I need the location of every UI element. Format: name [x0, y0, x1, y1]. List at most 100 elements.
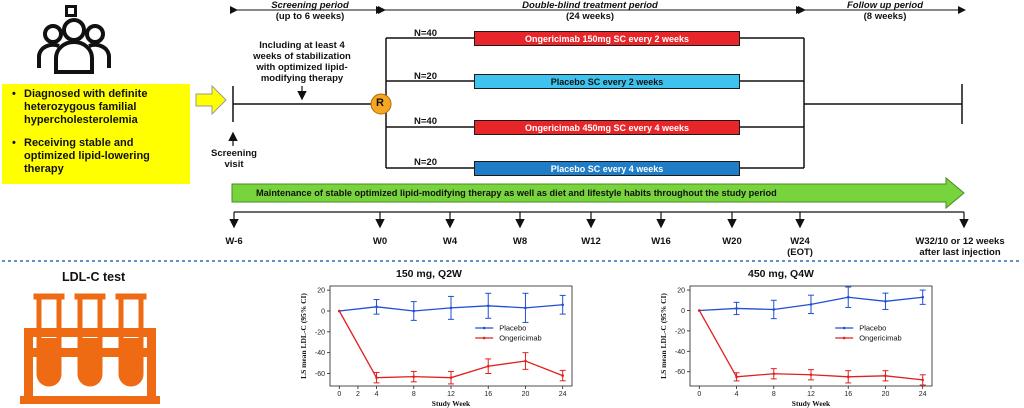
- x-tick-label: 0: [697, 391, 701, 398]
- screening-period-label: Screening period (up to 6 weeks): [271, 0, 349, 22]
- data-point: [561, 374, 564, 377]
- data-point: [809, 303, 813, 306]
- arm-n: N=40: [414, 28, 437, 39]
- y-tick-label: -60: [315, 371, 325, 378]
- study-design-diagram: [2, 6, 1022, 262]
- y-tick-label: -40: [675, 349, 685, 356]
- treatment-period-label: Double-blind treatment period (24 weeks): [522, 0, 658, 22]
- data-point: [735, 375, 738, 379]
- timeline-label: W8: [512, 236, 528, 247]
- timeline-label: W24 (EOT): [787, 236, 813, 258]
- y-axis-label: LS mean LDL-C (95% CI): [659, 293, 668, 379]
- x-axis-label: Study Week: [432, 399, 471, 408]
- x-tick-label: 4: [735, 391, 739, 398]
- arm-n: N=20: [414, 71, 437, 82]
- maintenance-text: Maintenance of stable optimized lipid-mo…: [256, 188, 777, 198]
- legend-label: Ongericimab: [859, 334, 902, 343]
- data-point: [524, 306, 527, 310]
- x-tick-label: 12: [807, 391, 815, 398]
- inclusion-criteria-box: • Diagnosed with definite heterozygous fa…: [2, 84, 190, 184]
- x-tick-label: 4: [375, 391, 379, 398]
- data-point: [524, 359, 527, 363]
- randomization-label: R: [376, 97, 384, 109]
- x-axis-label: Study Week: [792, 399, 831, 408]
- timeline-label: W0: [372, 236, 388, 247]
- x-tick-label: 2: [356, 391, 360, 398]
- timeline-label: W32/10 or 12 weeks after last injection: [915, 236, 1005, 258]
- data-point: [846, 375, 850, 379]
- chart-title: 150 mg, Q2W: [396, 268, 462, 280]
- arm-placebo-q2w: Placebo SC every 2 weeks: [474, 74, 740, 89]
- timeline-label: W-6: [225, 236, 243, 247]
- timeline-label: W4: [442, 236, 458, 247]
- legend-marker: [842, 326, 846, 330]
- x-tick-label: 12: [447, 391, 455, 398]
- y-axis-label: LS mean LDL-C (95% CI): [299, 293, 308, 379]
- data-point: [735, 307, 738, 310]
- ldl-chart-450mg: 20 0 -20 -40 -60 0 4 8 12 16 20 24 Study Week LS mean…: [659, 285, 933, 408]
- data-point: [375, 376, 378, 379]
- patients-icon: [37, 5, 111, 74]
- x-tick-label: 8: [412, 391, 416, 398]
- x-tick-label: 0: [337, 391, 341, 398]
- legend-label: Placebo: [859, 324, 886, 333]
- chart-title: 450 mg, Q4W: [748, 268, 814, 280]
- legend-marker: [482, 326, 486, 330]
- followup-period-label: Follow up period (8 weeks): [847, 0, 923, 22]
- arm-n: N=40: [414, 116, 437, 127]
- legend-marker: [842, 336, 846, 340]
- inclusion-item: • Diagnosed with definite heterozygous fa…: [12, 88, 148, 126]
- data-point: [412, 309, 416, 313]
- data-point: [772, 372, 776, 376]
- data-point: [846, 295, 850, 299]
- arm-ongericimab-450: Ongericimab 450mg SC every 4 weeks: [474, 120, 740, 135]
- x-tick-label: 16: [844, 391, 852, 398]
- stabilization-note: Including at least 4 weeks of stabilizati…: [253, 40, 351, 84]
- data-point: [338, 309, 341, 313]
- y-tick-label: -20: [315, 329, 325, 336]
- data-point: [698, 309, 701, 312]
- inclusion-item: • Receiving stable and optimized lipid-lo…: [12, 137, 150, 175]
- data-point: [884, 374, 887, 378]
- data-point: [449, 306, 453, 310]
- data-point: [772, 308, 776, 311]
- data-point: [449, 376, 453, 379]
- data-point: [921, 378, 924, 382]
- legend-marker: [482, 336, 486, 340]
- legend-label: Ongericimab: [499, 334, 542, 343]
- legend-label: Placebo: [499, 324, 526, 333]
- data-point: [809, 373, 813, 377]
- data-point: [884, 300, 887, 303]
- y-tick-label: 0: [681, 308, 685, 315]
- yellow-arrow: [195, 84, 227, 116]
- data-point: [921, 295, 924, 299]
- arm-ongericimab-150: Ongericimab 150mg SC every 2 weeks: [474, 31, 740, 46]
- screening-visit-label: Screening visit: [211, 148, 257, 170]
- timeline-label: W16: [651, 236, 671, 247]
- data-point: [412, 375, 416, 378]
- y-tick-label: -20: [675, 328, 685, 335]
- data-point: [486, 304, 490, 308]
- y-tick-label: -60: [675, 369, 685, 376]
- data-point: [486, 364, 490, 368]
- y-tick-label: -40: [315, 350, 325, 357]
- y-tick-label: 20: [677, 288, 685, 295]
- x-tick-label: 16: [484, 391, 492, 398]
- randomization-circle: [370, 93, 392, 115]
- x-tick-label: 20: [522, 391, 530, 398]
- ldl-test-label: LDL-C test: [62, 270, 126, 284]
- timeline-label: W12: [581, 236, 601, 247]
- y-tick-label: 0: [321, 309, 325, 316]
- arm-placebo-q4w: Placebo SC every 4 weeks: [474, 161, 740, 176]
- data-point: [375, 305, 378, 309]
- test-tubes-icon: [20, 293, 160, 404]
- x-tick-label: 24: [559, 391, 567, 398]
- y-tick-label: 20: [317, 288, 325, 295]
- x-tick-label: 20: [882, 391, 890, 398]
- data-point: [561, 303, 564, 307]
- x-tick-label: 8: [772, 391, 776, 398]
- x-tick-label: 24: [919, 391, 927, 398]
- timeline-label: W20: [722, 236, 742, 247]
- arm-n: N=20: [414, 157, 437, 168]
